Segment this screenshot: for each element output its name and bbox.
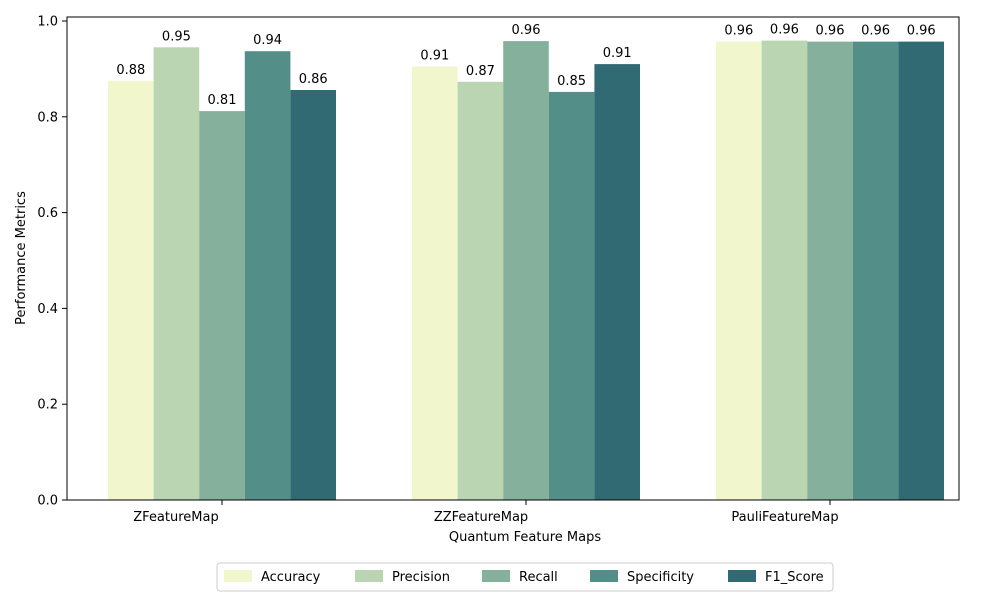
bar-accuracy-zzfeaturemap [412,66,458,500]
plot-area-frame [66,16,960,501]
bar-accuracy-zfeaturemap [108,80,154,501]
y-tick-label: 0.0 [37,494,58,509]
bar-accuracy-paulifeaturemap [716,41,762,500]
bar-value-label: 0.81 [208,93,237,108]
legend-label: Recall [519,570,558,585]
y-tick-label: 0.4 [37,302,58,317]
y-tick-label: 0.2 [37,398,58,413]
legend-label: F1_Score [765,570,824,585]
bar-value-label: 0.87 [466,64,495,79]
y-tick-label: 1.0 [37,15,58,30]
bar-value-label: 0.96 [907,24,936,39]
legend-label: Precision [392,570,450,585]
bar-value-label: 0.91 [420,49,449,64]
bar-value-label: 0.96 [861,24,890,39]
bar-specificity-zzfeaturemap [548,91,595,501]
bar-labels-layer: 0.88 0.95 0.81 0.94 0.86 0.91 0.87 0.96 0.85 0.91… [116,23,935,109]
bar-value-label: 0.96 [816,24,845,39]
bar-precision-zzfeaturemap [457,81,504,501]
bar-value-label: 0.91 [603,46,632,61]
bar-value-label: 0.88 [116,63,145,78]
legend-label: Accuracy [261,570,321,585]
legend-swatch [590,570,618,582]
x-axis-label: Quantum Feature Maps [449,530,602,545]
bar-recall-zfeaturemap [199,111,245,500]
legend-swatch [728,570,756,582]
legend-label: Specificity [627,570,694,585]
bar-precision-zfeaturemap [153,47,200,501]
bar-f1-score-paulifeaturemap [898,41,944,500]
y-axis-label: Performance Metrics [14,191,29,325]
bar-specificity-zfeaturemap [244,51,291,500]
legend-swatch [355,570,383,582]
x-tick-label: PauliFeatureMap [731,510,838,525]
x-tick-label: ZFeatureMap [133,510,218,525]
x-tick-label: ZZFeatureMap [434,510,528,525]
bar-precision-paulifeaturemap [761,40,808,500]
bar-value-label: 0.86 [299,72,328,87]
bar-value-label: 0.96 [512,23,541,38]
bar-value-label: 0.95 [162,29,191,44]
bar-value-label: 0.85 [557,74,586,89]
bar-specificity-paulifeaturemap [852,41,899,500]
legend-swatch [482,570,510,582]
x-axis: ZFeatureMap ZZFeatureMap PauliFeatureMap [133,500,839,525]
bars-layer [108,40,944,501]
legend: Accuracy Precision Recall Specificity F1_Sco… [216,562,834,592]
bar-value-label: 0.94 [253,33,282,48]
bar-recall-zzfeaturemap [503,41,549,500]
bar-recall-paulifeaturemap [807,41,853,500]
y-axis: 0.0 0.2 0.4 0.6 0.8 1.0 [37,15,67,509]
legend-swatch [224,570,252,582]
bar-value-label: 0.96 [724,24,753,39]
bar-value-label: 0.96 [770,23,799,38]
bar-f1-score-zfeaturemap [290,90,336,500]
y-tick-label: 0.6 [37,206,58,221]
bar-f1-score-zzfeaturemap [594,64,640,500]
y-tick-label: 0.8 [37,110,58,125]
